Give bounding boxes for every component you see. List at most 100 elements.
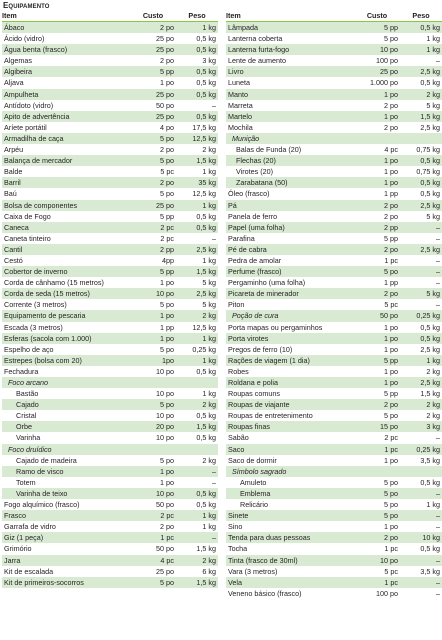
table-row: Marreta 2 po 5 kg [226, 99, 442, 111]
item-cost: 1 po [130, 465, 176, 477]
table-row: Algibeira 5 pp 0,5 kg [2, 66, 218, 78]
table-row: Antídoto (vidro) 50 po – [2, 99, 218, 111]
table-row: Lente de aumento 100 po – [226, 55, 442, 67]
item-name: Vara (3 metros) [226, 565, 354, 577]
item-name: Mochila [226, 121, 354, 133]
item-cost: 1 pc [354, 443, 400, 455]
item-weight: 0,5 kg [400, 177, 442, 189]
item-name: Varinha [2, 432, 130, 444]
item-name: Pá [226, 199, 354, 211]
item-name: Arpéu [2, 144, 130, 156]
item-name: Emblema [226, 487, 354, 500]
item-weight: – [400, 266, 442, 278]
item-name: Perfume (frasco) [226, 266, 354, 278]
table-row: Papel (uma folha) 2 pp – [226, 221, 442, 233]
table-row: Foco arcano [2, 377, 218, 389]
item-weight: 1 kg [176, 521, 218, 533]
item-name: Livro [226, 66, 354, 78]
table-row: Perfume (frasco) 5 po – [226, 266, 442, 278]
table-row: Manto 1 po 2 kg [226, 88, 442, 100]
item-weight: – [400, 55, 442, 67]
item-cost: 1 po [354, 332, 400, 344]
item-weight: 1,5 kg [400, 110, 442, 122]
table-row: Cajado de madeira 5 po 2 kg [2, 454, 218, 466]
item-cost: 2 po [130, 144, 176, 156]
table-row: Livro 25 po 2,5 kg [226, 66, 442, 78]
item-cost: 1.000 po [354, 77, 400, 89]
item-weight: 17,5 kg [176, 121, 218, 133]
table-row: Lâmpada 5 pp 0,5 kg [226, 21, 442, 34]
item-cost: 1 po [130, 277, 176, 289]
item-cost: 1po [130, 354, 176, 366]
item-weight: 0,5 kg [400, 21, 442, 34]
item-cost: 1 po [130, 77, 176, 89]
table-row: Sabão 2 pc – [226, 432, 442, 444]
item-weight: – [176, 476, 218, 488]
header-peso: Peso [176, 11, 218, 22]
item-cost: 1 po [354, 177, 400, 189]
table-row: Mochila 2 po 2,5 kg [226, 121, 442, 133]
item-weight: 2,5 kg [176, 243, 218, 255]
item-weight: 1 kg [400, 354, 442, 366]
item-name: Poção de cura [226, 310, 354, 322]
item-weight: – [176, 532, 218, 544]
table-row: Balas de Funda (20) 4 pc 0,75 kg [226, 144, 442, 156]
item-weight: 1 kg [176, 332, 218, 344]
item-name: Cajado [2, 399, 130, 411]
item-weight: 0,5 kg [400, 77, 442, 89]
item-weight: 0,5 kg [400, 321, 442, 333]
item-cost: 1 po [354, 321, 400, 333]
item-weight: 1,5 kg [400, 388, 442, 400]
header-item: Item [2, 11, 130, 22]
item-weight: – [400, 487, 442, 500]
item-name: Cantil [2, 243, 130, 255]
table-row: Cestó 4pp 1 kg [2, 254, 218, 267]
item-cost: 4pp [130, 254, 176, 267]
item-cost: 25 po [130, 110, 176, 122]
item-name: Pergaminho (uma folha) [226, 277, 354, 289]
item-name: Varinha de teixo [2, 487, 130, 500]
item-weight: 1 kg [176, 166, 218, 178]
item-weight: 0,75 kg [400, 144, 442, 156]
item-name: Veneno básico (frasco) [226, 587, 354, 599]
item-weight: 0,5 kg [400, 476, 442, 488]
item-cost [354, 132, 400, 145]
item-name: Martelo [226, 110, 354, 122]
table-row: Corda de seda (15 metros) 10 po 2,5 kg [2, 288, 218, 300]
item-cost: 25 po [130, 199, 176, 211]
item-cost: 5 pc [354, 299, 400, 311]
item-weight: – [400, 554, 442, 566]
item-cost: 50 po [354, 310, 400, 322]
table-row: Vara (3 metros) 5 pc 3,5 kg [226, 565, 442, 577]
item-weight: 5 kg [400, 99, 442, 111]
item-weight: 0,5 kg [176, 33, 218, 45]
item-name: Corda de cânhamo (15 metros) [2, 277, 130, 289]
item-cost: 25 po [130, 33, 176, 45]
table-header: Item Custo Peso [2, 11, 218, 22]
item-weight: 35 kg [176, 177, 218, 189]
item-cost: 4 po [130, 121, 176, 133]
item-weight: 2 kg [176, 310, 218, 322]
item-cost: 5 po [130, 155, 176, 167]
item-weight: 0,25 kg [400, 310, 442, 322]
item-weight: – [400, 299, 442, 311]
item-cost: 1 po [354, 155, 400, 167]
table-row: Cantil 2 pp 2,5 kg [2, 243, 218, 255]
item-cost: 1 pc [130, 532, 176, 544]
item-cost: 1 po [354, 365, 400, 377]
item-name: Kit de escalada [2, 565, 130, 577]
header-custo: Custo [354, 11, 400, 22]
table-row: Fechadura 10 po 0,5 kg [2, 365, 218, 377]
table-row: Ampulheta 25 po 0,5 kg [2, 88, 218, 100]
table-row: Caixa de Fogo 5 pp 0,5 kg [2, 210, 218, 222]
item-name: Caneta tinteiro [2, 232, 130, 244]
item-weight: – [400, 521, 442, 533]
item-weight: 1 kg [176, 354, 218, 366]
item-cost: 5 pc [354, 565, 400, 577]
item-cost: 5 po [354, 410, 400, 422]
page-title: Equipamento [3, 1, 50, 10]
item-name: Aríete portátil [2, 121, 130, 133]
table-row: Balança de mercador 5 po 1,5 kg [2, 155, 218, 167]
item-cost: 5 po [130, 576, 176, 588]
item-weight [400, 465, 442, 477]
